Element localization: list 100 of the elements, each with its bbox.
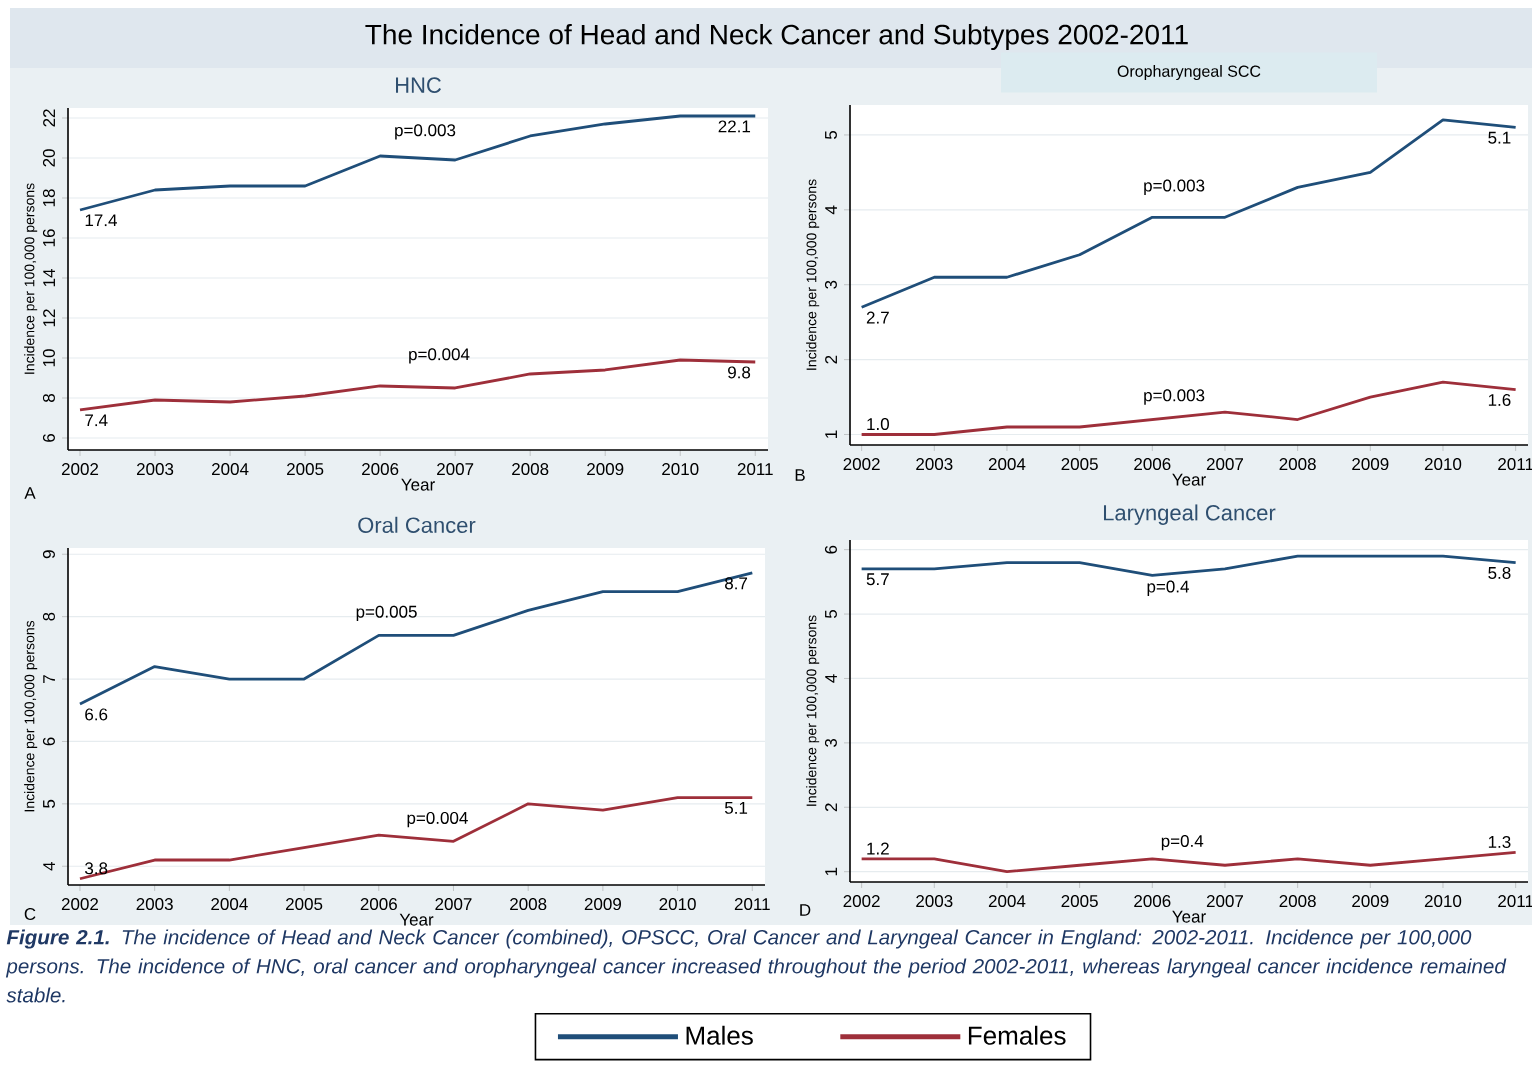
x-tick-label: 2008 xyxy=(510,898,547,911)
text: B xyxy=(795,469,805,481)
y-tick-label: 20 xyxy=(42,149,55,167)
x-tick-label: 2010 xyxy=(659,898,696,911)
y-tick-label: 3 xyxy=(824,738,837,747)
data-label: 1.3 xyxy=(1488,835,1511,848)
annotation: p=0.003 xyxy=(395,124,456,140)
x-tick-label: 2011 xyxy=(734,898,770,911)
x-tick-label: 2009 xyxy=(587,463,624,476)
x-tick-label: 2006 xyxy=(362,463,399,476)
x-tick-label: 2010 xyxy=(1424,895,1462,908)
text: A xyxy=(24,487,36,499)
y-tick-label: 5 xyxy=(43,799,55,808)
x-axis-title: Year xyxy=(1172,910,1206,923)
annotation: p=0.004 xyxy=(409,348,470,364)
line-series xyxy=(78,571,754,706)
data-label: 2.7 xyxy=(866,311,889,324)
x-tick-label: 2009 xyxy=(1352,895,1389,908)
annotation: p=0.4 xyxy=(1147,580,1189,596)
y-tick-label: 4 xyxy=(43,862,55,871)
x-tick-label: 2004 xyxy=(211,898,248,911)
y-tick-label: 8 xyxy=(42,393,55,402)
data-label: 7.4 xyxy=(85,414,108,427)
y-tick-label: 16 xyxy=(42,229,55,247)
y-tick-label: 4 xyxy=(825,674,837,683)
y-tick-label: 2 xyxy=(825,803,837,812)
chart-title: Oropharyngeal SCC xyxy=(1117,65,1261,81)
x-tick-label: 2010 xyxy=(662,463,699,476)
data-label: 1.0 xyxy=(867,418,889,431)
y-tick-label: 14 xyxy=(43,269,55,287)
data-label: 5.7 xyxy=(866,573,889,586)
y-tick-label: 10 xyxy=(42,349,55,367)
x-tick-label: 2004 xyxy=(988,895,1026,908)
x-tick-label: 2009 xyxy=(1352,458,1389,471)
x-tick-label: 2008 xyxy=(1279,895,1316,908)
x-tick-label: 2007 xyxy=(1206,895,1244,908)
data-label: 5.8 xyxy=(1488,566,1511,579)
y-tick-label: 12 xyxy=(43,309,55,327)
data-label: 8.7 xyxy=(725,577,748,590)
text: Figure 2.1. The incidence of Head and Neck Cancer (combined), OPSCC, Oral Cancer and Laryngeal Cancer in England: 2002-2011. Incidence per 100,000 persons. The incidence of HNC, oral cancer and oropharyngeal cancer increased throughout the period 2002-2011, whereas laryngeal cancer incidence remained stable. xyxy=(5,929,1507,1003)
y-tick-label: 6 xyxy=(42,433,55,442)
y-tick-label: 1 xyxy=(825,867,837,876)
annotation: p=0.004 xyxy=(407,811,468,828)
annotation: p=0.003 xyxy=(1144,179,1205,195)
y-tick-label: 8 xyxy=(42,612,55,621)
annotation: p=0.003 xyxy=(1144,389,1205,405)
line-series xyxy=(860,118,1518,309)
line-series xyxy=(78,796,754,881)
y-tick-label: 5 xyxy=(825,610,837,619)
y-tick-label: 22 xyxy=(43,109,55,127)
text: The Incidence of Head and Neck Cancer and Subtypes 2002-2011 xyxy=(365,23,1188,51)
x-tick-label: 2004 xyxy=(988,458,1026,471)
x-axis-title: Year xyxy=(1172,473,1206,486)
y-axis-title: Incidence per 100,000 persons xyxy=(24,183,38,374)
x-tick-label: 2005 xyxy=(287,463,324,476)
data-label: 5.1 xyxy=(724,802,748,814)
data-label: 17.4 xyxy=(85,214,118,227)
data-label: 1.6 xyxy=(1488,393,1511,406)
x-tick-label: 2002 xyxy=(843,895,880,908)
x-tick-label: 2007 xyxy=(437,463,474,476)
x-tick-label: 2003 xyxy=(136,898,173,911)
x-tick-label: 2008 xyxy=(1279,458,1316,471)
y-tick-label: 9 xyxy=(42,550,55,559)
y-tick-label: 4 xyxy=(825,205,837,215)
chart-title: HNC xyxy=(396,77,442,93)
x-axis-title: Year xyxy=(399,913,434,926)
y-tick-label: 6 xyxy=(824,545,837,554)
annotation: p=0.4 xyxy=(1161,834,1204,851)
chart-title: Oral Cancer xyxy=(358,516,476,533)
x-tick-label: 2007 xyxy=(435,898,472,911)
y-tick-label: 2 xyxy=(825,355,837,364)
y-tick-label: 18 xyxy=(42,189,55,207)
data-label: 6.6 xyxy=(85,708,108,721)
x-tick-label: 2002 xyxy=(61,463,99,476)
x-tick-label: 2008 xyxy=(512,463,549,476)
x-tick-label: 2011 xyxy=(737,463,773,476)
text: C xyxy=(24,907,36,920)
x-tick-label: 2006 xyxy=(360,898,397,911)
y-tick-label: 6 xyxy=(42,737,55,746)
x-tick-label: 2002 xyxy=(61,898,98,911)
x-tick-label: 2007 xyxy=(1206,458,1244,471)
y-tick-label: 1 xyxy=(825,430,837,438)
y-axis-title: Incidence per 100,000 persons xyxy=(806,179,820,370)
line-series xyxy=(78,114,757,212)
x-tick-label: 2006 xyxy=(1134,895,1171,908)
x-tick-label: 2003 xyxy=(136,463,174,476)
x-axis-title: Year xyxy=(401,478,435,491)
y-tick-label: 5 xyxy=(825,130,837,139)
x-tick-label: 2002 xyxy=(843,458,880,471)
x-tick-label: 2010 xyxy=(1424,458,1462,471)
data-label: 5.1 xyxy=(1488,131,1511,144)
x-tick-label: 2005 xyxy=(1061,458,1098,471)
x-tick-label: 2003 xyxy=(916,458,953,471)
y-tick-label: 3 xyxy=(824,280,837,289)
x-tick-label: 2009 xyxy=(584,898,621,911)
x-tick-label: 2004 xyxy=(212,463,249,476)
annotation: p=0.005 xyxy=(356,605,417,622)
data-label: 9.8 xyxy=(728,366,751,379)
data-label: 3.8 xyxy=(85,862,108,875)
y-axis-title: Incidence per 100,000 persons xyxy=(806,615,820,806)
